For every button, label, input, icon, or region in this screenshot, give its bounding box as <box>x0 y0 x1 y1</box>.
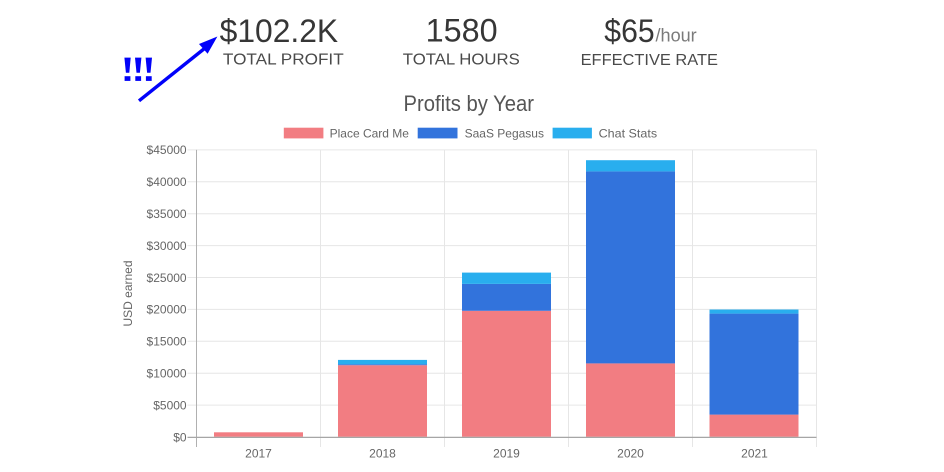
svg-text:$0: $0 <box>173 430 187 444</box>
svg-text:$45000: $45000 <box>147 143 187 157</box>
svg-text:$20000: $20000 <box>147 303 187 317</box>
svg-text:$15000: $15000 <box>147 335 187 349</box>
svg-text:2019: 2019 <box>493 447 520 461</box>
svg-text:SaaS Pegasus: SaaS Pegasus <box>465 126 544 140</box>
svg-text:TOTAL HOURS: TOTAL HOURS <box>403 51 520 68</box>
svg-text:$25000: $25000 <box>147 271 187 285</box>
svg-text:$5000: $5000 <box>153 398 187 412</box>
svg-text:$30000: $30000 <box>147 239 187 253</box>
svg-text:$35000: $35000 <box>147 207 187 221</box>
svg-text:$102.2K: $102.2K <box>220 13 339 49</box>
svg-text:$65: $65 <box>604 13 654 49</box>
svg-text:USD earned: USD earned <box>121 260 135 326</box>
svg-text:1580: 1580 <box>426 13 498 49</box>
svg-text:Profits by Year: Profits by Year <box>404 91 535 116</box>
svg-text:2017: 2017 <box>245 447 272 461</box>
svg-text:EFFECTIVE RATE: EFFECTIVE RATE <box>581 52 718 69</box>
svg-text:2020: 2020 <box>617 447 644 461</box>
svg-text:2018: 2018 <box>369 447 396 461</box>
svg-text:Place Card Me: Place Card Me <box>330 126 410 140</box>
svg-text:2021: 2021 <box>741 447 768 461</box>
svg-text:/hour: /hour <box>656 26 697 46</box>
svg-text:TOTAL PROFIT: TOTAL PROFIT <box>223 52 344 69</box>
svg-text:Chat Stats: Chat Stats <box>599 126 658 140</box>
svg-text:$40000: $40000 <box>147 175 187 189</box>
svg-text:$10000: $10000 <box>147 367 187 381</box>
